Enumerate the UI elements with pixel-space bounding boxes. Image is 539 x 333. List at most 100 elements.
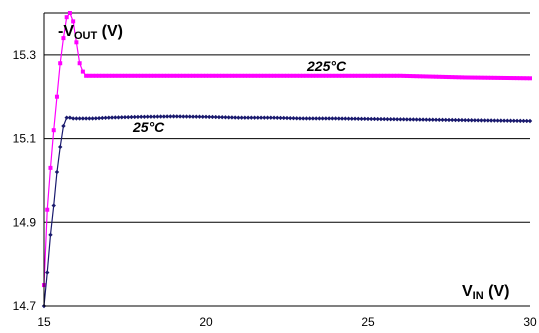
series-group	[41, 11, 533, 309]
data-point	[320, 116, 325, 121]
data-point	[479, 75, 484, 80]
data-point	[404, 117, 410, 122]
data-point	[64, 15, 69, 20]
data-point	[103, 73, 108, 78]
data-point	[122, 115, 128, 120]
data-point	[249, 73, 254, 78]
data-point	[236, 73, 241, 78]
data-point	[472, 118, 478, 123]
data-point	[401, 117, 406, 122]
data-point	[375, 116, 380, 122]
data-point	[482, 118, 487, 123]
data-point	[151, 114, 157, 119]
series-225c	[42, 11, 532, 288]
data-point	[310, 73, 315, 78]
data-point	[48, 232, 53, 238]
data-point	[77, 61, 82, 66]
data-point	[391, 73, 396, 78]
data-point	[181, 73, 186, 78]
data-point	[242, 115, 248, 120]
data-point	[74, 40, 79, 45]
data-point	[229, 73, 234, 78]
x-tick-label: 25	[361, 315, 375, 329]
data-point	[326, 116, 332, 121]
data-point	[382, 116, 387, 122]
data-point	[155, 114, 160, 119]
data-point	[459, 117, 465, 123]
data-point	[113, 115, 118, 120]
data-point	[61, 123, 66, 129]
data-point	[502, 75, 507, 80]
data-point	[174, 73, 179, 78]
data-point	[93, 73, 98, 78]
data-point	[521, 76, 526, 81]
x-tick-label: 15	[37, 315, 51, 329]
data-point	[239, 115, 244, 120]
data-point	[391, 117, 397, 122]
data-point	[259, 73, 264, 78]
data-point	[184, 114, 189, 119]
data-point	[346, 73, 351, 78]
data-point	[278, 73, 283, 78]
data-point	[239, 73, 244, 78]
data-point	[135, 73, 140, 78]
data-point	[297, 116, 303, 121]
data-point	[333, 116, 338, 121]
x-axis-label: VIN (V)	[462, 283, 509, 302]
data-point	[236, 115, 241, 120]
data-point	[411, 74, 416, 79]
data-point	[433, 117, 439, 122]
data-point	[472, 75, 477, 80]
data-point	[440, 74, 445, 79]
data-point	[265, 115, 270, 120]
data-point	[307, 116, 312, 121]
data-point	[524, 76, 529, 81]
data-point	[213, 114, 218, 120]
series-line	[43, 115, 531, 307]
data-point	[213, 73, 218, 78]
data-point	[83, 116, 89, 121]
data-point	[385, 116, 390, 122]
data-point	[385, 73, 390, 78]
data-point	[48, 165, 53, 170]
data-point	[58, 61, 63, 66]
data-point	[275, 115, 280, 121]
data-point	[495, 75, 500, 80]
data-point	[207, 114, 212, 120]
data-point	[528, 76, 532, 81]
x-tick-label: 20	[199, 315, 213, 329]
data-point	[203, 114, 209, 120]
data-point	[417, 74, 422, 79]
data-point	[469, 75, 474, 80]
data-point	[216, 73, 221, 78]
data-point	[359, 73, 364, 78]
data-point	[420, 117, 426, 122]
data-point	[178, 73, 183, 78]
data-point	[194, 73, 199, 78]
data-point	[210, 73, 215, 78]
data-point	[310, 116, 316, 121]
data-point	[443, 74, 448, 79]
data-point	[401, 73, 406, 78]
data-point	[67, 11, 72, 15]
data-point	[119, 115, 124, 120]
data-point	[191, 73, 196, 78]
data-point	[265, 73, 270, 78]
data-point	[255, 115, 261, 120]
data-point	[271, 115, 277, 120]
data-point	[489, 75, 494, 80]
data-point	[258, 115, 264, 120]
data-point	[365, 116, 371, 122]
data-point	[54, 169, 60, 175]
data-point	[64, 115, 69, 120]
data-point	[288, 115, 293, 121]
data-point	[301, 116, 306, 121]
data-point	[330, 73, 335, 78]
data-point	[272, 73, 277, 78]
data-point	[320, 73, 325, 78]
data-point	[511, 118, 516, 123]
data-point	[281, 115, 286, 121]
data-point	[200, 114, 205, 119]
data-point	[417, 117, 423, 122]
data-point	[375, 73, 380, 78]
